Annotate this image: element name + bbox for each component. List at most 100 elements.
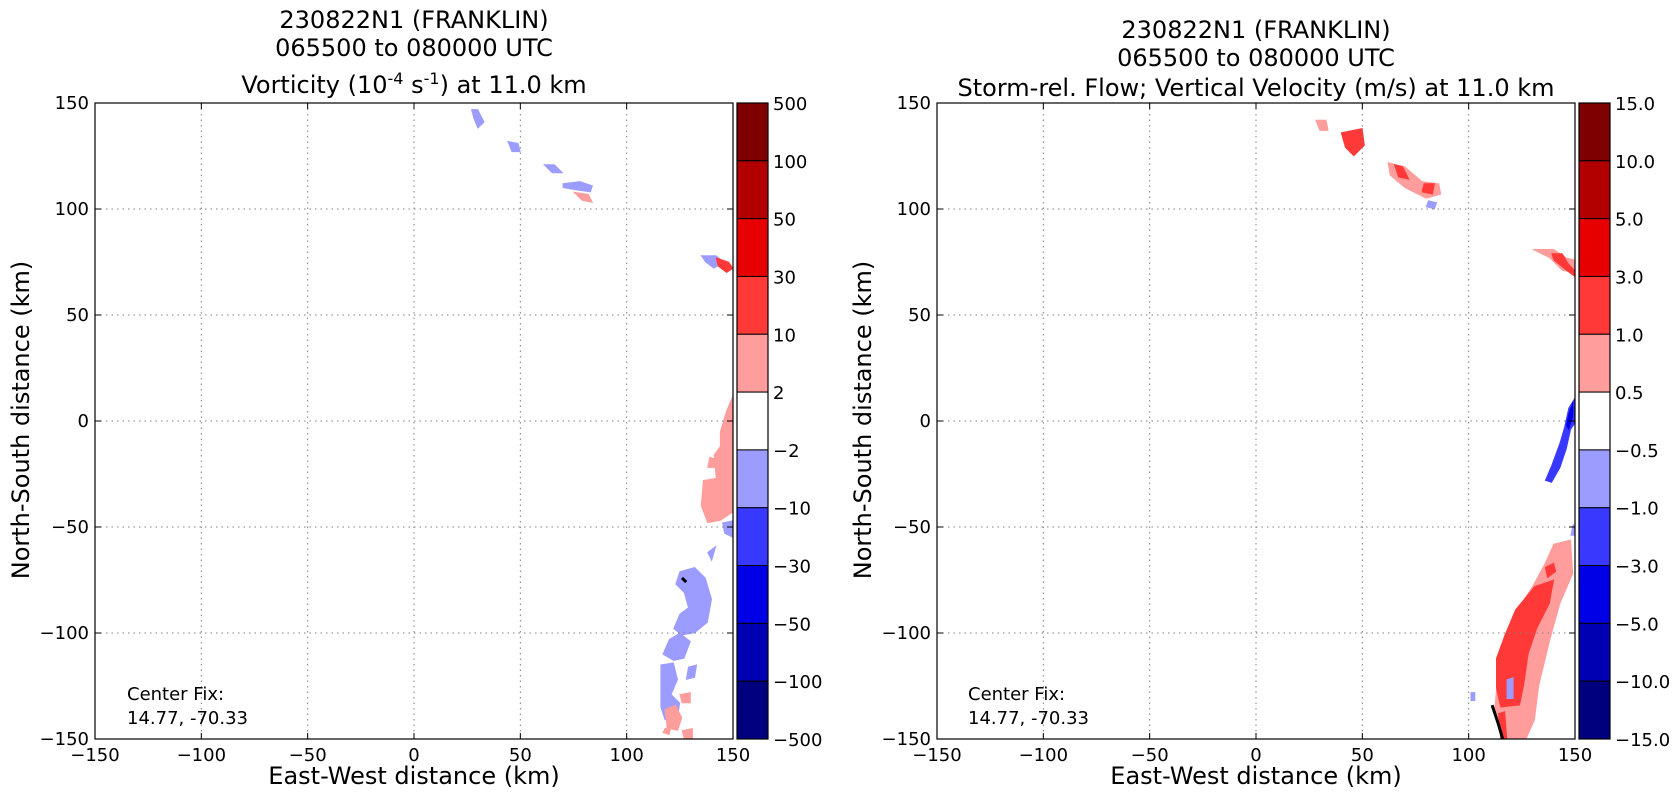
colorbar: 15.0 10.0 5.0 3.0 1.0 0.5 −0.5 −1.0 −3.0 −5.0 −10.… xyxy=(1578,94,1670,751)
y-tick-label: 50 xyxy=(908,305,931,326)
y-tick-label: 150 xyxy=(55,93,89,114)
contour-region xyxy=(1506,677,1514,700)
flow-line xyxy=(1490,704,1505,739)
colorbar-tick-label: 15.0 xyxy=(1615,94,1655,115)
contour-region xyxy=(707,456,717,468)
colorbar-tick-label: 50 xyxy=(773,210,796,231)
colorbar-tick-label: −3.0 xyxy=(1615,557,1659,578)
contour-region xyxy=(1544,562,1557,579)
colorbar-tick-label: −500 xyxy=(773,730,822,751)
x-tick-label: −50 xyxy=(289,745,327,766)
y-tick-label: 50 xyxy=(66,305,89,326)
colorbar-frame xyxy=(736,102,769,740)
y-tick-label: 0 xyxy=(920,411,931,432)
x-tick-label: 50 xyxy=(1351,745,1374,766)
center-fix-coords: 14.77, -70.33 xyxy=(968,708,1089,729)
x-axis-label: East-West distance (km) xyxy=(268,762,559,790)
y-axis-label: North-South distance (km) xyxy=(849,261,877,580)
x-tick-label: 100 xyxy=(609,745,643,766)
contour-region xyxy=(1315,119,1329,131)
colorbar-segment xyxy=(1578,680,1611,740)
field-title: Vorticity (10-4 s-1) at 11.0 km xyxy=(241,69,586,99)
x-tick-label: 100 xyxy=(1451,745,1485,766)
colorbar-tick-label: −50 xyxy=(773,614,811,635)
colorbar-segment xyxy=(1578,275,1611,335)
colorbar-segment xyxy=(736,333,769,393)
colorbar-segment xyxy=(1578,102,1611,162)
colorbar-tick-label: −30 xyxy=(773,557,811,578)
contour-region xyxy=(679,692,691,704)
contour-region xyxy=(1340,128,1365,157)
vertical-velocity-panel: 230822N1 (FRANKLIN) 065500 to 080000 UTC… xyxy=(849,16,1670,790)
contour-region xyxy=(664,704,683,731)
y-tick-label: −50 xyxy=(893,517,931,538)
center-fix-label: Center Fix: xyxy=(127,684,224,705)
y-axis-label: North-South distance (km) xyxy=(7,261,35,580)
field-regions xyxy=(1315,119,1575,739)
x-tick-label: −100 xyxy=(1019,745,1068,766)
contour-region xyxy=(707,545,717,562)
contour-region xyxy=(562,181,593,193)
colorbar-tick-label: −10.0 xyxy=(1615,672,1670,693)
colorbar-tick-label: −1.0 xyxy=(1615,499,1659,520)
field-title: Storm-rel. Flow; Vertical Velocity (m/s)… xyxy=(958,74,1555,102)
colorbar-tick-label: −100 xyxy=(773,672,822,693)
x-tick-label: −50 xyxy=(1131,745,1169,766)
contour-region xyxy=(471,109,485,129)
chart-title: 230822N1 (FRANKLIN) xyxy=(1121,16,1390,44)
contour-region xyxy=(1570,524,1575,536)
colorbar-tick-label: 1.0 xyxy=(1615,325,1644,346)
contour-region xyxy=(681,728,693,739)
colorbar-segment xyxy=(736,680,769,740)
contour-region xyxy=(1425,200,1438,210)
contour-region xyxy=(722,520,733,538)
contour-region xyxy=(662,632,691,661)
center-fix-label: Center Fix: xyxy=(968,684,1065,705)
colorbar-segment xyxy=(736,275,769,335)
contour-region xyxy=(542,164,564,174)
x-tick-label: −150 xyxy=(912,745,961,766)
field-regions xyxy=(471,109,733,739)
contour-region xyxy=(1393,164,1410,180)
colorbar-segment xyxy=(1578,333,1611,393)
x-axis-label: East-West distance (km) xyxy=(1110,762,1401,790)
contour-region xyxy=(1421,183,1435,195)
y-tick-label: 150 xyxy=(897,93,931,114)
colorbar-segment xyxy=(1578,507,1611,567)
chart-subtitle: 065500 to 080000 UTC xyxy=(1117,44,1395,72)
colorbar-tick-label: −10 xyxy=(773,499,811,520)
vorticity-panel: 230822N1 (FRANKLIN) 065500 to 080000 UTC… xyxy=(7,6,822,790)
y-tick-label: 100 xyxy=(897,199,931,220)
y-tick-label: −100 xyxy=(40,623,89,644)
colorbar: 500 100 50 30 10 2 −2 −10 −30 −50 −100 −500 xyxy=(736,94,822,751)
colorbar-tick-label: 0.5 xyxy=(1615,383,1644,404)
x-tick-label: −150 xyxy=(70,745,119,766)
colorbar-tick-label: 5.0 xyxy=(1615,210,1644,231)
x-tick-label: −100 xyxy=(177,745,226,766)
x-tick-label: 150 xyxy=(1558,745,1592,766)
contour-region xyxy=(700,395,733,524)
colorbar-tick-label: −0.5 xyxy=(1615,441,1659,462)
colorbar-segment xyxy=(736,218,769,277)
colorbar-tick-label: 100 xyxy=(773,152,807,173)
contour-region xyxy=(662,725,672,736)
colorbar-segment xyxy=(1578,565,1611,624)
plot-area: −150 −100 −50 0 50 100 150 −150 −100 −50 0 50 100 150 xyxy=(882,93,1593,766)
colorbar-segment xyxy=(1578,391,1611,451)
colorbar-tick-label: 30 xyxy=(773,267,796,288)
plot-area: −150 −100 −50 0 50 100 150 −150 −100 −50 0 50 100 150 xyxy=(40,93,751,766)
colorbar-segment xyxy=(736,391,769,451)
colorbar-segment xyxy=(736,622,769,682)
colorbar-segment xyxy=(736,507,769,567)
colorbar-frame xyxy=(1578,102,1611,740)
colorbar-segment xyxy=(1578,218,1611,277)
colorbar-segment xyxy=(736,565,769,624)
contour-region xyxy=(1551,253,1575,278)
chart-subtitle: 065500 to 080000 UTC xyxy=(275,34,553,62)
contour-region xyxy=(685,664,698,681)
colorbar-segment xyxy=(736,102,769,162)
colorbar-segment xyxy=(736,449,769,509)
y-tick-label: −100 xyxy=(882,623,931,644)
contour-region xyxy=(572,191,594,204)
chart-title: 230822N1 (FRANKLIN) xyxy=(279,6,548,34)
